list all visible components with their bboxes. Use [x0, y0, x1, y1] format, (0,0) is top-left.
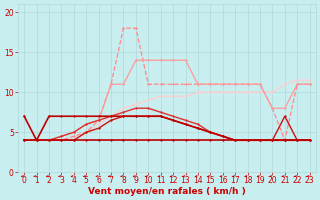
X-axis label: Vent moyen/en rafales ( km/h ): Vent moyen/en rafales ( km/h ) — [88, 187, 246, 196]
